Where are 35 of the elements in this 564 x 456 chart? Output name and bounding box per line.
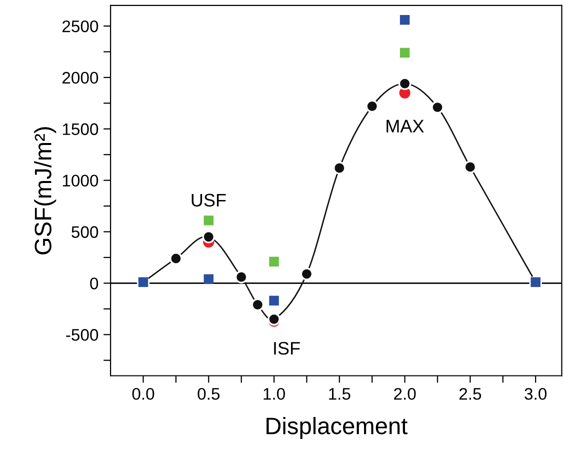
point — [398, 77, 412, 90]
x-tick-label: 2.0 — [394, 388, 416, 400]
x-tick-label: 0.5 — [198, 388, 220, 400]
point — [366, 100, 378, 113]
point — [204, 274, 214, 284]
point — [202, 230, 216, 244]
y-axis-title: GSF(mJ/m²) — [34, 127, 56, 254]
annotation: ISF — [274, 342, 300, 355]
y-tick-label: 0 — [90, 278, 98, 290]
x-axis-title: Displacement — [266, 416, 408, 439]
y-tick-label: 2000 — [62, 72, 98, 84]
point — [400, 15, 410, 25]
y-tick-label: 2500 — [62, 20, 98, 32]
x-tick-label: 3.0 — [524, 388, 547, 400]
point — [234, 270, 248, 284]
point — [333, 162, 346, 174]
y-tick-label: 500 — [72, 226, 98, 238]
point — [251, 298, 264, 312]
y-tick-label: -500 — [66, 329, 98, 341]
point — [400, 48, 410, 58]
point — [431, 100, 444, 114]
y-tick-label: 1000 — [62, 174, 98, 187]
annotation: MAX — [386, 120, 424, 132]
x-tick-label: 0.0 — [132, 388, 154, 400]
point — [269, 256, 279, 266]
annotation: USF — [192, 194, 226, 207]
point — [204, 216, 214, 226]
point — [300, 268, 314, 280]
x-tick-label: 2.5 — [459, 388, 482, 400]
point — [269, 296, 279, 306]
point — [170, 252, 182, 265]
y-tick-label: 1500 — [62, 123, 98, 136]
x-tick-label: 1.0 — [264, 388, 285, 400]
point — [464, 160, 477, 174]
x-tick-label: 1.5 — [329, 388, 350, 400]
